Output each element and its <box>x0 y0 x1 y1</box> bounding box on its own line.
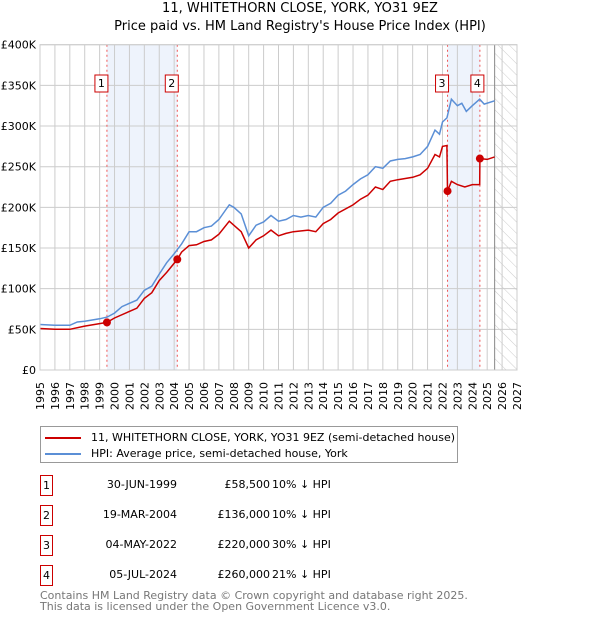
transaction-marker: 2 <box>40 505 53 526</box>
transaction-price: £136,000 <box>217 508 271 521</box>
x-tick-label: 2019 <box>392 382 405 410</box>
legend-item-hpi: HPI: Average price, semi-detached house,… <box>45 447 348 460</box>
y-tick-label: £50K <box>8 323 37 336</box>
x-tick-label: 2011 <box>273 382 286 410</box>
x-tick-label: 2008 <box>228 382 241 410</box>
legend: 11, WHITETHORN CLOSE, YORK, YO31 9EZ (se… <box>40 426 458 463</box>
transaction-row: 2 19-MAR-2004 £136,000 10% ↓ HPI <box>40 505 440 526</box>
transaction-point <box>443 187 452 196</box>
transaction-label-box <box>94 74 109 93</box>
transaction-label: 2 <box>168 77 175 90</box>
x-tick-label: 1995 <box>34 382 47 410</box>
y-tick-label: £350K <box>1 79 37 92</box>
y-tick-label: £400K <box>1 39 37 52</box>
x-tick-label: 2021 <box>422 382 435 410</box>
x-tick-label: 2022 <box>436 382 449 410</box>
transaction-point <box>102 318 111 327</box>
footer-line: This data is licensed under the Open Gov… <box>40 600 391 613</box>
legend-swatch-red <box>45 436 81 439</box>
y-tick-label: £200K <box>1 201 37 214</box>
y-tick-label: £150K <box>1 242 37 255</box>
x-tick-label: 2010 <box>258 382 271 410</box>
legend-swatch-blue <box>45 452 81 455</box>
transaction-marker: 3 <box>40 535 53 556</box>
chart-title: 11, WHITETHORN CLOSE, YORK, YO31 9EZ Pric… <box>0 0 600 36</box>
transaction-label-box <box>164 74 179 93</box>
transaction-label: 3 <box>439 77 446 90</box>
x-tick-label: 2002 <box>138 382 151 410</box>
title-line: 11, WHITETHORN CLOSE, YORK, YO31 9EZ <box>162 1 438 16</box>
legend-label: HPI: Average price, semi-detached house,… <box>91 447 348 460</box>
x-tick-label: 1999 <box>94 382 107 410</box>
x-tick-label: 2014 <box>317 382 330 410</box>
x-tick-label: 1996 <box>49 382 62 410</box>
x-tick-label: 2017 <box>362 382 375 410</box>
x-tick-label: 2023 <box>451 382 464 410</box>
legend-item-property: 11, WHITETHORN CLOSE, YORK, YO31 9EZ (se… <box>45 431 455 444</box>
x-tick-label: 2013 <box>302 382 315 410</box>
x-tick-label: 2015 <box>332 382 345 410</box>
x-tick-label: 2001 <box>123 382 136 410</box>
transaction-date: 19-MAR-2004 <box>102 508 177 521</box>
y-tick-label: £250K <box>1 161 37 174</box>
transaction-date: 04-MAY-2022 <box>105 538 177 551</box>
x-tick-label: 2020 <box>407 382 420 410</box>
transaction-marker: 4 <box>40 565 53 586</box>
x-tick-label: 2006 <box>198 382 211 410</box>
x-tick-label: 1998 <box>79 382 92 410</box>
transaction-hpi-diff: 21% ↓ HPI <box>272 568 331 581</box>
transaction-hpi-diff: 10% ↓ HPI <box>272 508 331 521</box>
x-tick-label: 2025 <box>481 382 494 410</box>
transaction-price: £58,500 <box>224 478 271 491</box>
transaction-row: 1 30-JUN-1999 £58,500 10% ↓ HPI <box>40 475 440 496</box>
transaction-point <box>475 154 484 163</box>
x-tick-label: 2024 <box>466 382 479 410</box>
transaction-row: 4 05-JUL-2024 £260,000 21% ↓ HPI <box>40 565 440 586</box>
x-tick-label: 2027 <box>511 382 524 410</box>
legend-label: 11, WHITETHORN CLOSE, YORK, YO31 9EZ (se… <box>91 431 456 444</box>
transaction-hpi-diff: 10% ↓ HPI <box>272 478 331 491</box>
x-tick-label: 2004 <box>168 382 181 410</box>
transaction-label: 4 <box>474 77 481 90</box>
footer-line: Contains HM Land Registry data © Crown c… <box>40 589 468 602</box>
x-tick-label: 2012 <box>287 382 300 410</box>
x-tick-label: 1997 <box>64 382 77 410</box>
y-tick-label: £300K <box>1 120 37 133</box>
footer: Contains HM Land Registry data © Crown c… <box>40 590 468 612</box>
x-tick-label: 2016 <box>347 382 360 410</box>
transaction-price: £260,000 <box>217 568 271 581</box>
price-chart: 1 2 3 4 1995 1996 1997 1998 1999 2000 2001 2002 2003… <box>1 39 524 410</box>
transaction-hpi-diff: 30% ↓ HPI <box>272 538 331 551</box>
transaction-date: 05-JUL-2024 <box>109 568 177 581</box>
property-line <box>39 144 495 331</box>
x-tick-label: 2026 <box>496 382 509 410</box>
x-tick-label: 2000 <box>109 382 122 410</box>
x-tick-label: 2005 <box>183 382 196 410</box>
x-tick-label: 2009 <box>243 382 256 410</box>
x-tick-label: 2003 <box>153 382 166 410</box>
transaction-label-box <box>470 74 485 93</box>
y-tick-label: £0 <box>22 364 36 377</box>
transaction-marker: 1 <box>40 475 53 496</box>
transaction-point <box>173 255 182 264</box>
transaction-price: £220,000 <box>217 538 271 551</box>
subtitle-line: Price paid vs. HM Land Registry's House … <box>114 19 486 34</box>
y-tick-label: £100K <box>1 283 37 296</box>
transaction-row: 3 04-MAY-2022 £220,000 30% ↓ HPI <box>40 535 440 556</box>
transaction-date: 30-JUN-1999 <box>106 478 177 491</box>
x-tick-label: 2007 <box>213 382 226 410</box>
plot-frame <box>39 44 518 371</box>
x-tick-label: 2018 <box>377 382 390 410</box>
transaction-label: 1 <box>98 77 105 90</box>
transaction-label-box <box>435 74 450 93</box>
hpi-line <box>39 97 495 327</box>
